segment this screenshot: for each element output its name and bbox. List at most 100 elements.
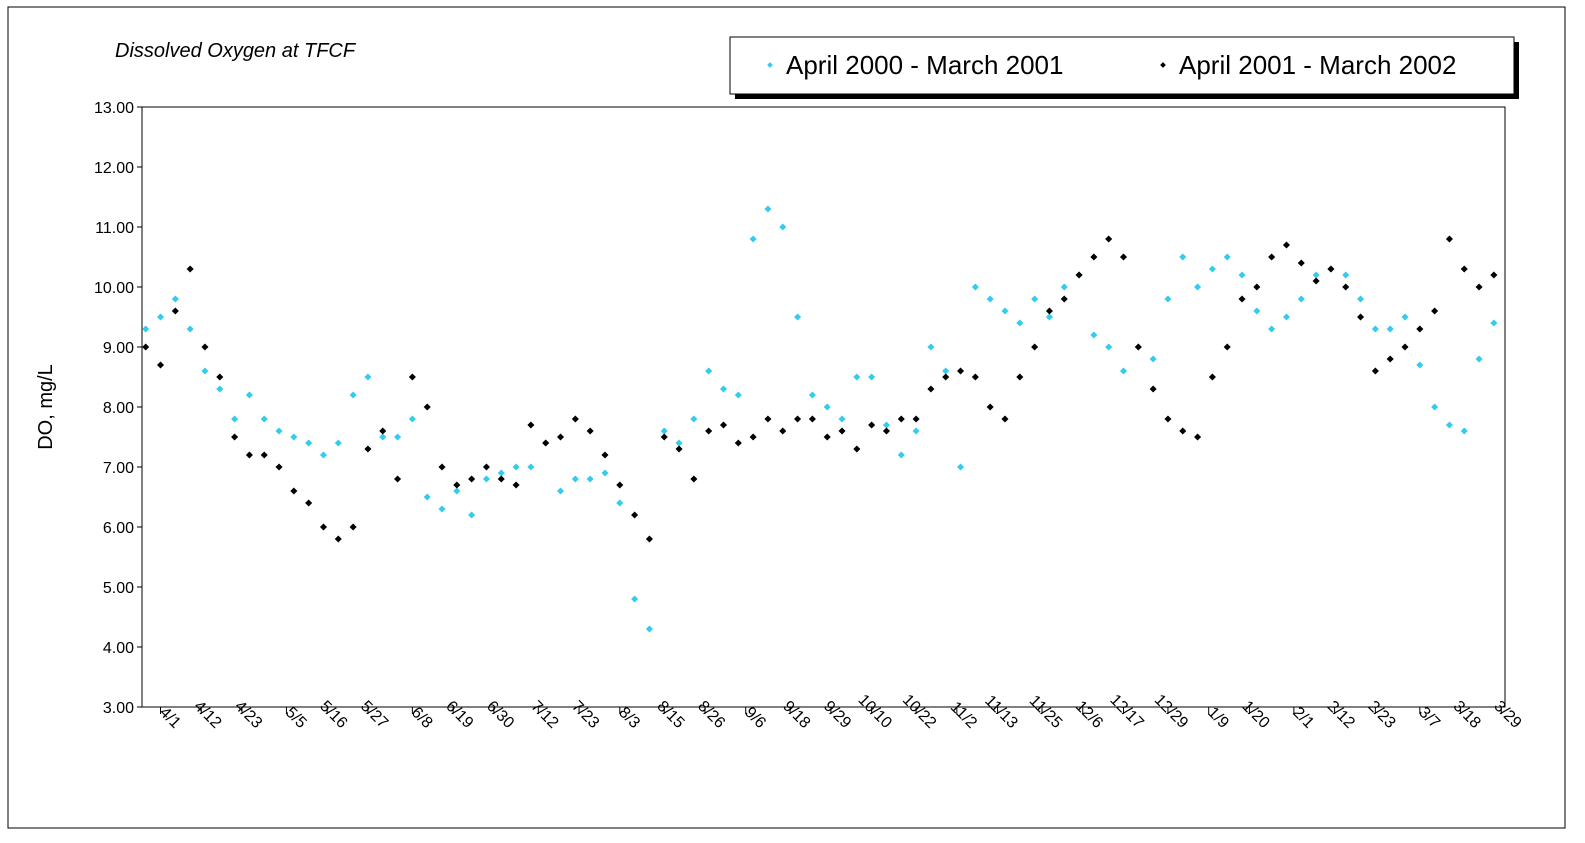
data-point [645, 625, 653, 633]
data-point [675, 445, 683, 453]
y-tick-label: 13.00 [94, 100, 134, 117]
data-point [379, 427, 387, 435]
data-point [794, 415, 802, 423]
data-point [1001, 307, 1009, 315]
data-point [808, 415, 816, 423]
data-point [823, 403, 831, 411]
data-point [364, 373, 372, 381]
data-point [675, 439, 683, 447]
data-point [734, 391, 742, 399]
data-point [186, 325, 194, 333]
data-point [349, 523, 357, 531]
data-point [156, 361, 165, 369]
data-point [616, 499, 624, 507]
data-point [156, 313, 165, 321]
data-point [1016, 373, 1024, 381]
data-point [468, 475, 476, 483]
data-point [645, 535, 653, 543]
data-point [319, 523, 328, 531]
data-point [853, 445, 861, 453]
data-point [631, 595, 639, 603]
data-point [868, 421, 876, 429]
data-point [260, 415, 268, 423]
y-tick-label: 7.00 [103, 460, 134, 477]
data-point [838, 415, 846, 423]
data-point [971, 283, 979, 291]
legend-label: April 2000 - March 2001 [786, 50, 1063, 80]
data-point [912, 415, 920, 423]
data-point [556, 433, 565, 441]
data-point [601, 451, 609, 459]
data-point [942, 367, 950, 375]
data-point [497, 475, 505, 483]
data-point [823, 433, 831, 441]
data-point [749, 433, 757, 441]
data-point [394, 433, 402, 441]
data-point [571, 415, 579, 423]
data-point [275, 427, 283, 435]
data-point [171, 307, 179, 315]
y-tick-label: 11.00 [95, 220, 134, 237]
data-point [231, 433, 239, 441]
data-point [601, 469, 609, 477]
y-tick-label: 3.00 [103, 700, 134, 717]
data-point [734, 439, 742, 447]
data-point [468, 511, 476, 519]
data-point [660, 433, 668, 441]
data-point [719, 421, 728, 429]
data-point [794, 313, 802, 321]
data-point [245, 451, 253, 459]
data-point [882, 421, 891, 429]
data-point [275, 463, 283, 471]
data-point [705, 367, 713, 375]
legend-marker [1160, 62, 1166, 68]
data-point [660, 427, 668, 435]
data-point [556, 487, 565, 495]
data-point [482, 475, 490, 483]
data-point [305, 499, 313, 507]
y-tick-label: 5.00 [103, 580, 134, 597]
data-point [527, 421, 535, 429]
data-point [305, 439, 313, 447]
chart-title: Dissolved Oxygen at TFCF [115, 40, 357, 62]
data-point [986, 403, 994, 411]
data-point [201, 367, 209, 375]
data-point [349, 391, 357, 399]
y-tick-label: 4.00 [103, 640, 134, 657]
data-point [334, 439, 342, 447]
data-point [616, 481, 624, 489]
data-point [497, 469, 505, 477]
y-tick-label: 12.00 [94, 160, 134, 177]
data-point [512, 463, 520, 471]
data-point [482, 463, 490, 471]
data-point [586, 475, 594, 483]
y-tick-label: 10.00 [94, 280, 134, 297]
data-point [690, 475, 698, 483]
data-point [408, 415, 416, 423]
data-point [1001, 415, 1009, 423]
data-point [868, 373, 876, 381]
data-point [438, 505, 446, 513]
data-point [986, 295, 994, 303]
data-point [927, 385, 935, 393]
y-axis-label: DO, mg/L [35, 364, 57, 450]
data-point [586, 427, 594, 435]
data-point [764, 205, 772, 213]
data-point [423, 403, 431, 411]
data-point [779, 427, 787, 435]
data-point [319, 451, 328, 459]
data-point [290, 487, 298, 495]
data-point [245, 391, 253, 399]
data-point [142, 325, 150, 333]
data-point [408, 373, 416, 381]
data-point [453, 481, 461, 489]
data-point [216, 373, 224, 381]
data-point [186, 265, 194, 273]
legend-marker [767, 62, 773, 68]
data-point [749, 235, 757, 243]
data-point [394, 475, 402, 483]
legend-label: April 2001 - March 2002 [1179, 50, 1456, 80]
data-point [957, 463, 965, 471]
data-point [438, 463, 446, 471]
data-point [897, 451, 905, 459]
